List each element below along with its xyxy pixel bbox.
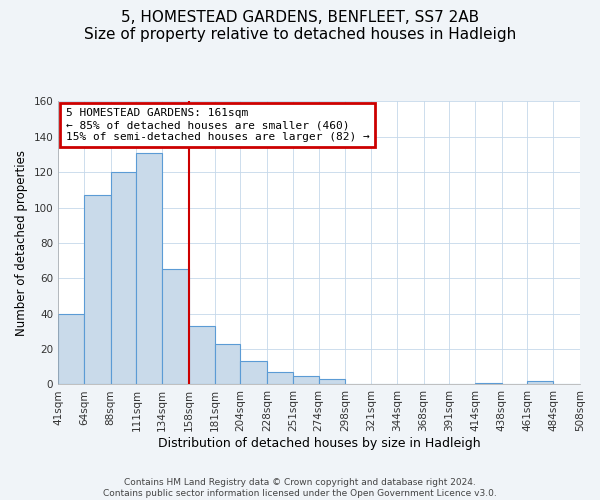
- Text: 5, HOMESTEAD GARDENS, BENFLEET, SS7 2AB
Size of property relative to detached ho: 5, HOMESTEAD GARDENS, BENFLEET, SS7 2AB …: [84, 10, 516, 42]
- Bar: [527, 381, 553, 384]
- Bar: [58, 314, 84, 384]
- Bar: [162, 270, 189, 384]
- Text: 5 HOMESTEAD GARDENS: 161sqm
← 85% of detached houses are smaller (460)
15% of se: 5 HOMESTEAD GARDENS: 161sqm ← 85% of det…: [66, 108, 370, 142]
- Bar: [475, 382, 502, 384]
- Y-axis label: Number of detached properties: Number of detached properties: [15, 150, 28, 336]
- Bar: [110, 172, 136, 384]
- Bar: [241, 362, 267, 384]
- Bar: [189, 326, 215, 384]
- X-axis label: Distribution of detached houses by size in Hadleigh: Distribution of detached houses by size …: [158, 437, 481, 450]
- Bar: [215, 344, 241, 385]
- Bar: [84, 195, 110, 384]
- Bar: [267, 372, 293, 384]
- Bar: [293, 376, 319, 384]
- Bar: [319, 379, 346, 384]
- Text: Contains HM Land Registry data © Crown copyright and database right 2024.
Contai: Contains HM Land Registry data © Crown c…: [103, 478, 497, 498]
- Bar: [136, 152, 162, 384]
